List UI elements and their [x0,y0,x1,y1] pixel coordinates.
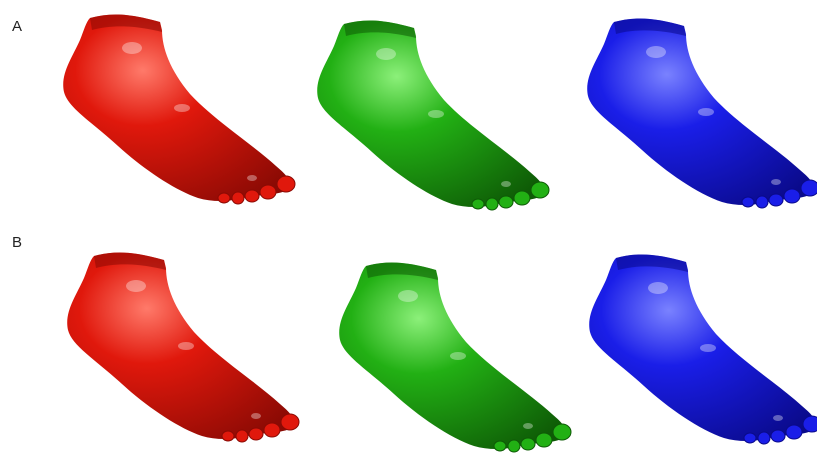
toe-4 [755,195,769,209]
highlight-3 [247,175,257,181]
toe-2 [785,424,803,440]
ankle-opening [366,262,438,280]
highlight-2 [450,352,466,360]
foot-model-a-blue [587,18,817,209]
foot-model-a-red [63,14,296,205]
toe-3 [768,193,784,207]
foot-body [589,254,817,441]
toe-1 [276,175,296,193]
toe-2 [513,190,531,206]
toe-5 [741,196,755,208]
toe-4 [507,439,521,453]
toe-2 [535,432,553,448]
toe-4 [757,431,771,445]
foot-model-b-green [339,262,572,453]
toe-5 [743,432,757,444]
highlight-2 [698,108,714,116]
toe-1 [800,179,817,197]
highlight-3 [251,413,261,419]
foot-body [339,262,567,449]
toe-5 [217,192,231,204]
toe-3 [770,429,786,443]
highlight-3 [771,179,781,185]
ankle-opening [614,18,686,36]
highlight-1 [376,48,396,60]
toe-4 [235,429,249,443]
highlight-3 [773,415,783,421]
toe-3 [244,189,260,203]
toe-4 [231,191,245,205]
highlight-2 [178,342,194,350]
row-label-b: B [12,234,23,251]
highlight-1 [398,290,418,302]
ankle-opening [94,252,166,270]
highlight-3 [501,181,511,187]
foot-body [587,18,815,205]
toe-3 [248,427,264,441]
foot-model-b-blue [589,254,817,445]
highlight-1 [646,46,666,58]
toe-2 [263,422,281,438]
toe-1 [802,415,817,433]
toe-3 [498,195,514,209]
toe-4 [485,197,499,211]
foot-model-b-red [67,252,300,443]
row-label-a: A [12,18,23,35]
highlight-2 [700,344,716,352]
toe-3 [520,437,536,451]
ankle-opening [344,20,416,38]
ankle-opening [90,14,162,32]
highlight-1 [122,42,142,54]
highlight-2 [428,110,444,118]
foot-body [317,20,545,207]
ankle-opening [616,254,688,272]
toe-5 [471,198,485,210]
foot-body [67,252,295,439]
highlight-2 [174,104,190,112]
foot-model-a-green [317,20,550,211]
toe-1 [280,413,300,431]
highlight-3 [523,423,533,429]
toe-1 [530,181,550,199]
foot-body [63,14,291,201]
highlight-1 [648,282,668,294]
toe-5 [493,440,507,452]
highlight-1 [126,280,146,292]
toe-2 [259,184,277,200]
toe-1 [552,423,572,441]
toe-2 [783,188,801,204]
toe-5 [221,430,235,442]
